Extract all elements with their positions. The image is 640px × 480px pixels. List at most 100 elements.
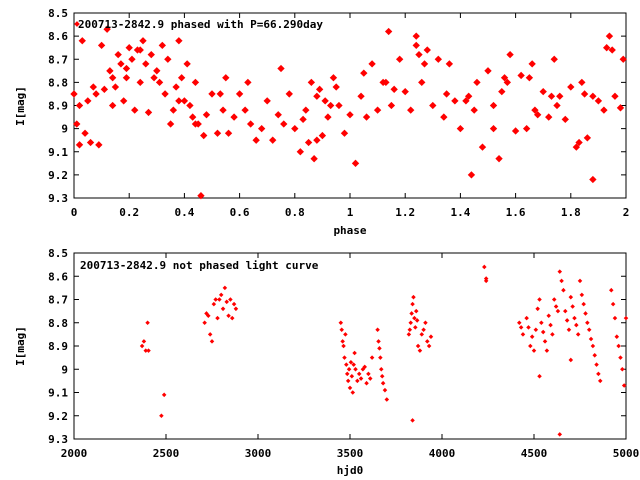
data-point bbox=[280, 120, 288, 128]
data-point bbox=[318, 131, 327, 140]
data-point bbox=[520, 332, 526, 337]
data-point bbox=[155, 78, 164, 87]
x-tick-label: 1 bbox=[347, 206, 354, 219]
data-point bbox=[141, 339, 147, 344]
data-point bbox=[189, 113, 197, 121]
data-point bbox=[564, 318, 570, 323]
data-point bbox=[572, 315, 577, 321]
data-point bbox=[384, 397, 390, 402]
y-tick-label: 8.5 bbox=[48, 247, 68, 260]
data-point bbox=[75, 101, 84, 110]
data-point bbox=[456, 124, 465, 133]
data-point bbox=[220, 306, 226, 312]
data-point bbox=[382, 387, 388, 393]
data-point bbox=[285, 90, 293, 98]
data-point bbox=[594, 362, 599, 367]
data-point bbox=[241, 106, 249, 114]
data-point bbox=[518, 325, 524, 330]
data-point bbox=[621, 383, 627, 388]
x-tick-label: 1.2 bbox=[395, 206, 415, 219]
y-tick-label: 9 bbox=[61, 123, 68, 136]
data-point bbox=[191, 120, 200, 128]
data-point bbox=[150, 74, 158, 82]
data-point bbox=[410, 301, 415, 307]
data-point bbox=[544, 348, 550, 353]
data-point bbox=[396, 55, 404, 63]
y-tick-label: 8.6 bbox=[48, 30, 68, 43]
data-point bbox=[92, 90, 100, 98]
data-point bbox=[84, 97, 92, 105]
x-tick-label: 0.8 bbox=[285, 206, 305, 219]
data-point bbox=[380, 380, 386, 386]
data-point bbox=[482, 264, 487, 270]
data-point bbox=[202, 320, 207, 326]
data-point bbox=[329, 74, 338, 82]
y-tick-label: 8.9 bbox=[48, 100, 68, 113]
data-point bbox=[362, 364, 367, 370]
y-tick-label: 8.8 bbox=[48, 317, 68, 330]
data-point bbox=[263, 97, 271, 105]
data-point bbox=[307, 78, 316, 87]
data-point bbox=[483, 276, 489, 281]
x-tick-label: 1.6 bbox=[506, 206, 526, 219]
data-point bbox=[612, 315, 618, 321]
data-point bbox=[379, 373, 385, 379]
data-point bbox=[390, 85, 398, 93]
data-point bbox=[537, 373, 542, 379]
data-point bbox=[413, 308, 419, 314]
data-point bbox=[211, 301, 217, 307]
data-point bbox=[97, 41, 106, 50]
data-point bbox=[315, 85, 324, 93]
data-point bbox=[535, 306, 540, 312]
x-tick-label: 2500 bbox=[153, 447, 180, 460]
data-point bbox=[419, 332, 425, 337]
data-point bbox=[343, 332, 348, 337]
data-point bbox=[164, 55, 172, 63]
y-tick-label: 9 bbox=[61, 363, 68, 376]
data-point bbox=[557, 269, 563, 274]
data-point bbox=[445, 60, 454, 68]
data-point bbox=[100, 85, 109, 93]
data-point bbox=[111, 83, 120, 91]
data-point bbox=[177, 74, 186, 82]
data-point bbox=[462, 97, 470, 105]
tick-group: 0 0.2 0.4 0.6 0.8 1 1.2 1.4 1.6 1.8 2 8.5 8.6 8.7 8.8 8… bbox=[48, 7, 629, 219]
data-point bbox=[581, 301, 586, 307]
data-point bbox=[345, 378, 351, 384]
data-point bbox=[120, 97, 128, 105]
data-point bbox=[589, 175, 597, 184]
data-point bbox=[216, 90, 224, 98]
data-point bbox=[465, 92, 473, 100]
data-point bbox=[588, 336, 594, 342]
data-point bbox=[550, 55, 558, 63]
data-point bbox=[428, 334, 434, 339]
data-point bbox=[546, 313, 551, 319]
data-point bbox=[590, 343, 596, 349]
data-point bbox=[235, 90, 244, 98]
data-point bbox=[350, 390, 356, 395]
data-point bbox=[218, 292, 224, 298]
data-point bbox=[426, 343, 432, 349]
data-point bbox=[373, 106, 382, 114]
x-tick-label: 0.2 bbox=[119, 206, 139, 219]
data-point bbox=[217, 297, 222, 302]
data-point bbox=[533, 327, 539, 332]
y-tick-label: 8.6 bbox=[48, 270, 68, 283]
data-point bbox=[347, 385, 353, 391]
data-point bbox=[75, 141, 84, 149]
data-point bbox=[364, 380, 369, 386]
x-tick-label: 1.4 bbox=[450, 206, 470, 219]
x-tick-label: 4500 bbox=[521, 447, 548, 460]
data-point bbox=[583, 134, 592, 142]
data-point bbox=[78, 37, 86, 45]
data-point bbox=[484, 67, 492, 75]
data-point bbox=[358, 376, 364, 381]
data-point bbox=[415, 50, 423, 59]
x-tick-label: 0.6 bbox=[230, 206, 250, 219]
data-point bbox=[409, 311, 414, 316]
data-point bbox=[146, 348, 151, 353]
data-point bbox=[489, 101, 498, 110]
data-point bbox=[269, 136, 277, 144]
data-point bbox=[420, 60, 429, 68]
data-point bbox=[183, 60, 191, 68]
